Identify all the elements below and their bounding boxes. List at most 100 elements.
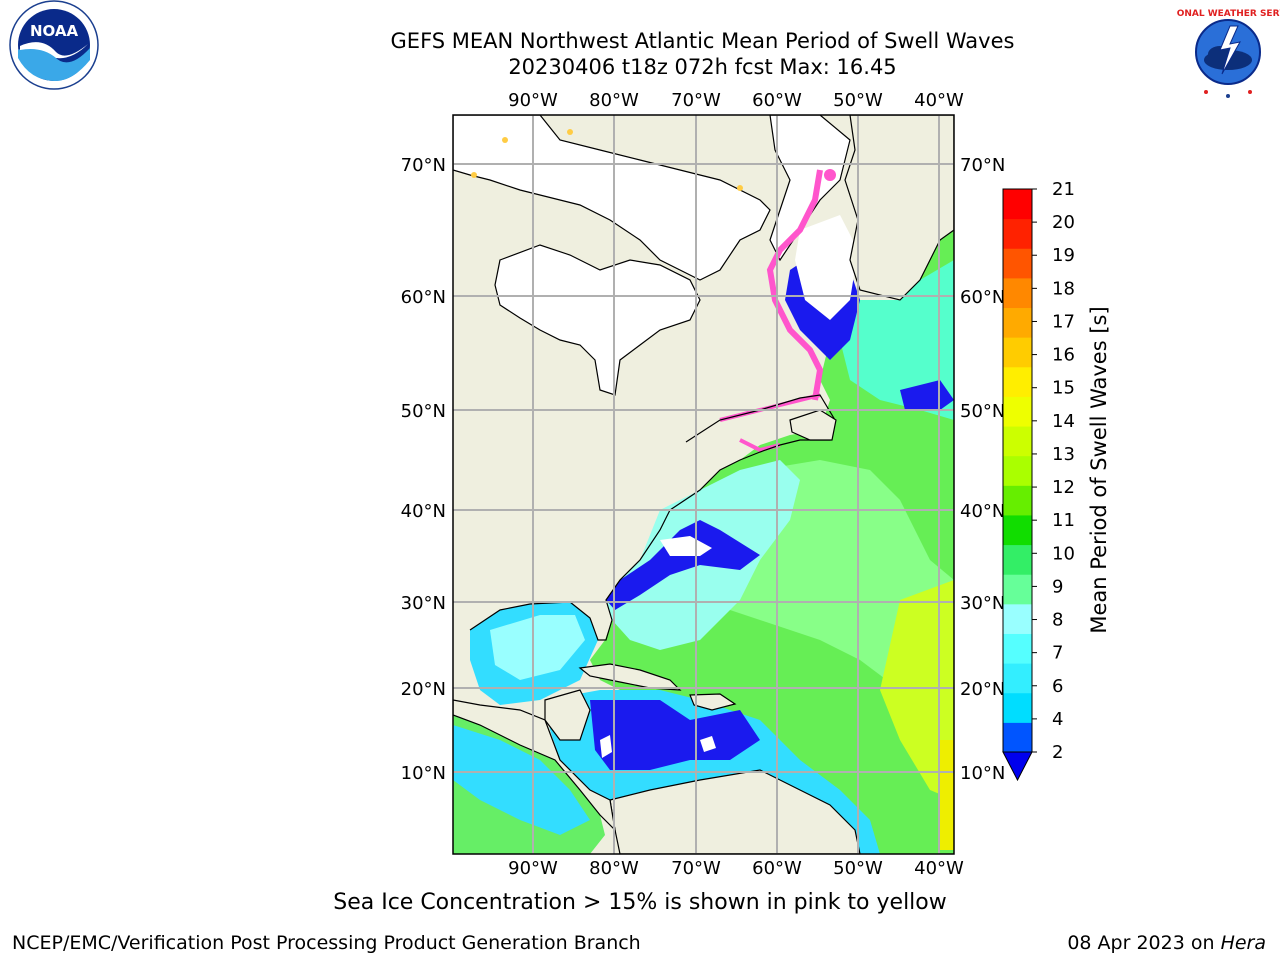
ocean-caribbean-blue bbox=[590, 700, 760, 770]
colorbar-tick-label: 18 bbox=[1052, 278, 1075, 299]
graticule bbox=[453, 115, 954, 854]
colorbar-tick-label: 8 bbox=[1052, 610, 1063, 631]
colorbar-swatch bbox=[1003, 426, 1032, 457]
colorbar-swatch bbox=[1003, 574, 1032, 605]
colorbar-swatch bbox=[1003, 692, 1032, 723]
lon-label-bottom: 90°W bbox=[508, 858, 558, 879]
ocean-labrador bbox=[840, 260, 954, 420]
sea-ice-yellow-1 bbox=[471, 172, 477, 178]
colorbar-swatch bbox=[1003, 218, 1032, 249]
lon-label-bottom: 40°W bbox=[914, 858, 964, 879]
lat-label-right: 40°N bbox=[960, 501, 1005, 522]
colorbar-label: Mean Period of Swell Waves [s] bbox=[1087, 306, 1111, 633]
lat-label-left: 30°N bbox=[401, 593, 446, 614]
colorbar-swatch bbox=[1003, 277, 1032, 309]
colorbar-swatch bbox=[1003, 544, 1032, 575]
colorbar-tick-label: 11 bbox=[1052, 510, 1075, 531]
noaa-logo: NOAA bbox=[9, 0, 99, 90]
colorbar-tick-label: 4 bbox=[1052, 709, 1063, 730]
colorbar-tick-label: 14 bbox=[1052, 411, 1075, 432]
lon-label-top: 50°W bbox=[833, 90, 883, 111]
colorbar-swatch bbox=[1003, 455, 1032, 486]
lat-label-right: 50°N bbox=[960, 401, 1005, 422]
lat-label-left: 50°N bbox=[401, 401, 446, 422]
colorbar-tick-label: 9 bbox=[1052, 576, 1063, 597]
coastline-hispaniola bbox=[689, 693, 737, 711]
lat-label-left: 60°N bbox=[401, 287, 446, 308]
colorbar-tick-label: 15 bbox=[1052, 378, 1075, 399]
ocean-blue-patch-ne bbox=[900, 380, 954, 410]
colorbar-swatch bbox=[1003, 633, 1032, 664]
lon-label-bottom: 50°W bbox=[833, 858, 883, 879]
ocean-gulf-light bbox=[490, 615, 585, 680]
colorbar-tick-label: 20 bbox=[1052, 212, 1075, 233]
sea-ice bbox=[766, 169, 824, 401]
lon-label-bottom: 80°W bbox=[589, 858, 639, 879]
colorbar-swatch bbox=[1003, 189, 1032, 220]
lon-label-top: 80°W bbox=[589, 90, 639, 111]
lat-label-right: 10°N bbox=[960, 763, 1005, 784]
lat-label-left: 70°N bbox=[401, 155, 446, 176]
lon-label-top: 60°W bbox=[752, 90, 802, 111]
colorbar-swatch bbox=[1003, 366, 1032, 397]
colorbar-frame bbox=[1002, 188, 1033, 753]
sea-ice-yellow-3 bbox=[567, 129, 573, 135]
colorbar-tick-label: 17 bbox=[1052, 311, 1075, 332]
noaa-logo-text: NOAA bbox=[30, 22, 79, 40]
baffin-bay bbox=[769, 115, 851, 262]
lon-label-bottom: 60°W bbox=[752, 858, 802, 879]
sea-ice-patch bbox=[824, 169, 836, 181]
sea-ice-yellow-2 bbox=[502, 137, 508, 143]
colorbar-swatch bbox=[1003, 722, 1032, 753]
ice-free-white-labrador bbox=[795, 215, 858, 320]
lat-label-right: 30°N bbox=[960, 593, 1005, 614]
map-area bbox=[453, 115, 954, 854]
colorbar-swatch bbox=[1003, 307, 1032, 338]
ocean-pacific-cyan bbox=[453, 725, 590, 835]
colorbar-swatch bbox=[1003, 603, 1032, 634]
sea-ice-note: Sea Ice Concentration > 15% is shown in … bbox=[333, 890, 947, 915]
colorbar-tick-label: 7 bbox=[1052, 643, 1063, 664]
colorbar-tick-label: 19 bbox=[1052, 245, 1075, 266]
lat-label-left: 40°N bbox=[401, 501, 446, 522]
coastline-south-america bbox=[609, 769, 861, 854]
colorbar-tick-label: 6 bbox=[1052, 676, 1063, 697]
ocean-band-13-15 bbox=[880, 580, 954, 800]
colorbar-swatch bbox=[1003, 485, 1032, 516]
colorbar-swatch bbox=[1003, 396, 1032, 427]
ocean-low-period-east bbox=[606, 520, 760, 610]
lat-label-left: 20°N bbox=[401, 679, 446, 700]
lat-label-right: 60°N bbox=[960, 287, 1005, 308]
ocean-white-patch bbox=[660, 536, 712, 556]
lon-label-top: 70°W bbox=[671, 90, 721, 111]
chart-title: GEFS MEAN Northwest Atlantic Mean Period… bbox=[390, 29, 1015, 53]
chart-subtitle: 20230406 t18z 072h fcst Max: 16.45 bbox=[508, 55, 897, 79]
lat-label-right: 70°N bbox=[960, 155, 1005, 176]
credit-date-text: 08 Apr 2023 on bbox=[1067, 932, 1215, 954]
credit-date: 08 Apr 2023 on Hera bbox=[1067, 932, 1266, 954]
colorbar-swatch bbox=[1003, 337, 1032, 368]
colorbar-swatch bbox=[1003, 663, 1032, 694]
map-frame bbox=[452, 114, 955, 855]
nws-logo-text: NATIONAL WEATHER SERVICE bbox=[1176, 9, 1280, 19]
nws-logo: NATIONAL WEATHER SERVICE bbox=[1176, 6, 1280, 98]
colorbar-swatch bbox=[1003, 248, 1032, 279]
ocean-band-15 bbox=[938, 740, 954, 850]
credit-machine: Hera bbox=[1220, 932, 1266, 954]
credit-branch: NCEP/EMC/Verification Post Processing Pr… bbox=[12, 932, 641, 954]
colorbar-extend-arrow bbox=[1002, 751, 1033, 782]
colorbar-tick-label: 13 bbox=[1052, 444, 1075, 465]
coastline-cuba bbox=[578, 663, 682, 691]
colorbar-tick-label: 2 bbox=[1052, 742, 1063, 763]
lat-label-left: 10°N bbox=[401, 763, 446, 784]
colorbar: 2 4 6 7 8 9 10 11 12 13 14 15 16 17 18 19 20 21 bbox=[1002, 179, 1075, 782]
lon-label-top: 90°W bbox=[508, 90, 558, 111]
lat-label-right: 20°N bbox=[960, 679, 1005, 700]
coastline-east bbox=[469, 394, 836, 641]
colorbar-tick-label: 21 bbox=[1052, 179, 1075, 200]
colorbar-tick-label: 16 bbox=[1052, 345, 1075, 366]
lon-label-bottom: 70°W bbox=[671, 858, 721, 879]
lon-label-top: 40°W bbox=[914, 90, 964, 111]
sea-ice-yellow-4 bbox=[737, 185, 743, 191]
